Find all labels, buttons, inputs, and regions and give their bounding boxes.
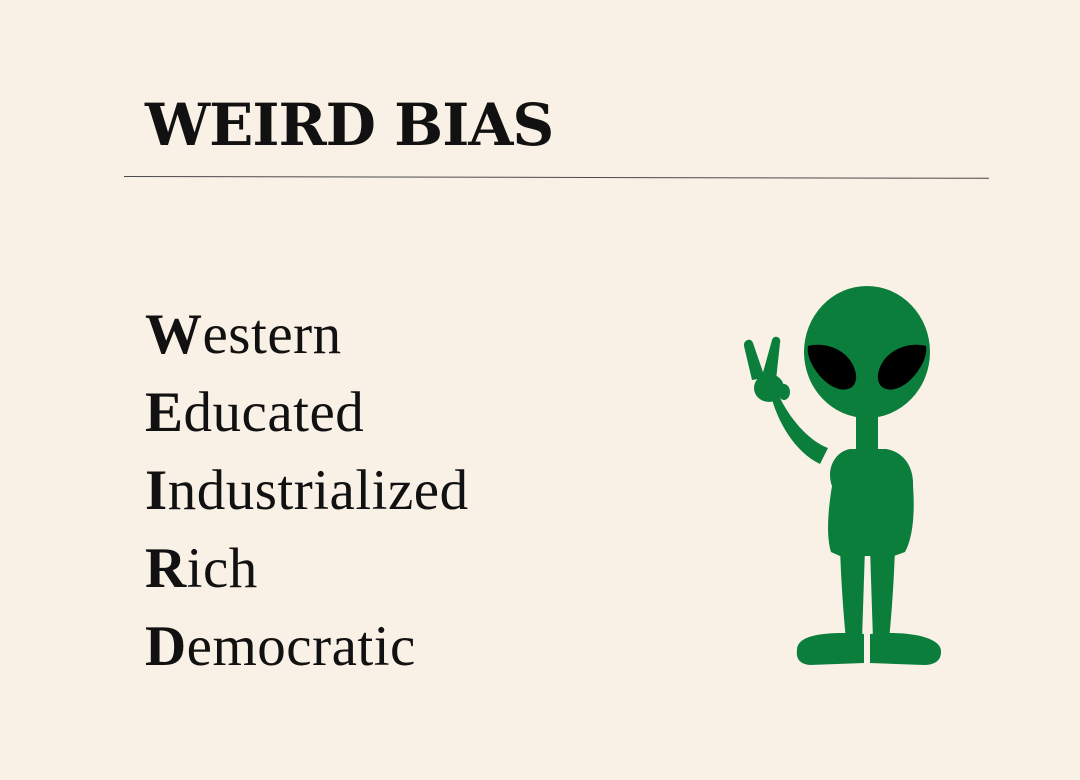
acronym-rest: emocratic — [186, 615, 416, 678]
acronym-rest: ich — [186, 537, 258, 600]
acronym-rest: estern — [202, 303, 342, 366]
acronym-initial: R — [145, 537, 187, 600]
acronym-initial: D — [145, 615, 187, 678]
alien-peace-sign-icon — [743, 286, 942, 665]
acronym-initial: W — [145, 303, 203, 366]
acronym-initial: E — [145, 381, 184, 444]
acronym-initial: I — [145, 459, 168, 522]
acronym-rest: ducated — [183, 381, 365, 444]
acronym-item-western: Western — [145, 296, 469, 374]
title-divider — [123, 176, 989, 179]
page-title: WEIRD BIAS — [145, 91, 554, 159]
acronym-item-rich: Rich — [145, 530, 469, 608]
acronym-item-industrialized: Industrialized — [145, 452, 469, 530]
acronym-item-democratic: Democratic — [145, 608, 469, 686]
acronym-rest: ndustrialized — [167, 459, 469, 522]
acronym-item-educated: Educated — [145, 374, 469, 452]
acronym-list: Western Educated Industrialized Rich Dem… — [145, 296, 469, 686]
